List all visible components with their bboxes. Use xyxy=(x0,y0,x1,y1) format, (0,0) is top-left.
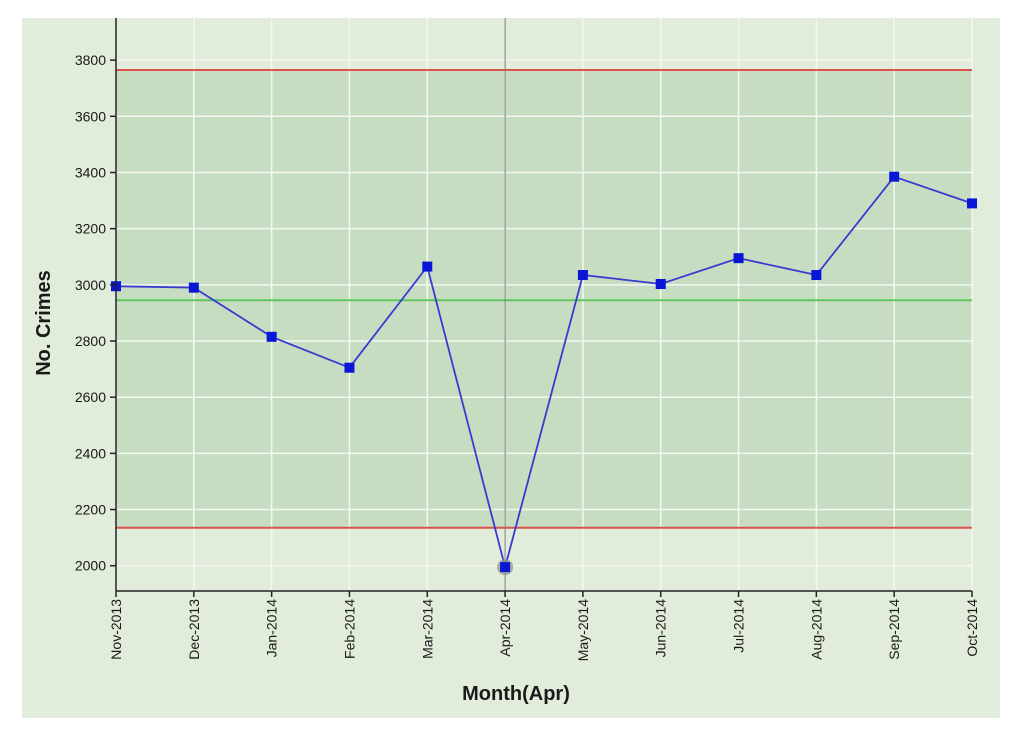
data-point-marker xyxy=(889,171,900,182)
y-tick-labels: 2000 2200 2400 2600 2800 3000 3200 3400 3600 3800 xyxy=(75,52,106,574)
y-tick-label: 2200 xyxy=(75,502,106,518)
y-tick-label: 2600 xyxy=(75,389,106,405)
x-tick-label: Dec-2013 xyxy=(186,599,202,660)
x-tick-label: May-2014 xyxy=(575,599,591,661)
data-point-marker xyxy=(577,270,588,281)
data-point-marker xyxy=(344,362,355,373)
x-axis-title: Month(Apr) xyxy=(462,683,570,705)
control-chart: 2000 2200 2400 2600 2800 3000 3200 3400 3600 3800… xyxy=(33,18,980,705)
data-point-marker xyxy=(500,562,511,573)
x-tick-label: Nov-2013 xyxy=(108,599,124,660)
y-tick-label: 3600 xyxy=(75,108,106,124)
x-tick-label: Jan-2014 xyxy=(264,599,280,658)
chart-frame: 2000 2200 2400 2600 2800 3000 3200 3400 3600 3800… xyxy=(22,18,1000,718)
data-point-marker xyxy=(655,278,666,289)
x-tick-label: Oct-2014 xyxy=(964,599,980,657)
x-tick-label: Aug-2014 xyxy=(808,599,824,660)
reference-lines-layer xyxy=(116,68,972,529)
x-tick-label: Mar-2014 xyxy=(419,599,435,659)
y-axis-title: No. Crimes xyxy=(33,270,55,376)
y-tick-label: 3000 xyxy=(75,277,106,293)
data-point-marker xyxy=(266,331,277,342)
y-tick-label: 3800 xyxy=(75,52,106,68)
y-tick-label: 2000 xyxy=(75,558,106,574)
x-tick-label: Sep-2014 xyxy=(886,599,902,660)
data-point-marker xyxy=(188,282,199,293)
y-tick-label: 2400 xyxy=(75,445,106,461)
axis-layer xyxy=(110,18,973,597)
data-point-marker xyxy=(967,198,977,209)
control-band xyxy=(116,69,972,528)
series-line xyxy=(115,175,973,571)
control-band-layer xyxy=(116,69,972,528)
x-tick-label: Apr-2014 xyxy=(497,599,513,657)
x-tick-label: Feb-2014 xyxy=(341,599,357,659)
y-tick-label: 2800 xyxy=(75,333,106,349)
x-tick-label: Jun-2014 xyxy=(653,599,669,658)
x-tick-labels: Nov-2013 Dec-2013 Jan-2014 Feb-2014 Mar-2014… xyxy=(108,599,980,661)
data-point-marker xyxy=(422,261,433,272)
data-point-marker xyxy=(811,270,822,281)
x-tick-label: Jul-2014 xyxy=(731,599,747,653)
y-tick-label: 3400 xyxy=(75,164,106,180)
y-tick-label: 3200 xyxy=(75,221,106,237)
data-point-marker xyxy=(733,253,744,264)
